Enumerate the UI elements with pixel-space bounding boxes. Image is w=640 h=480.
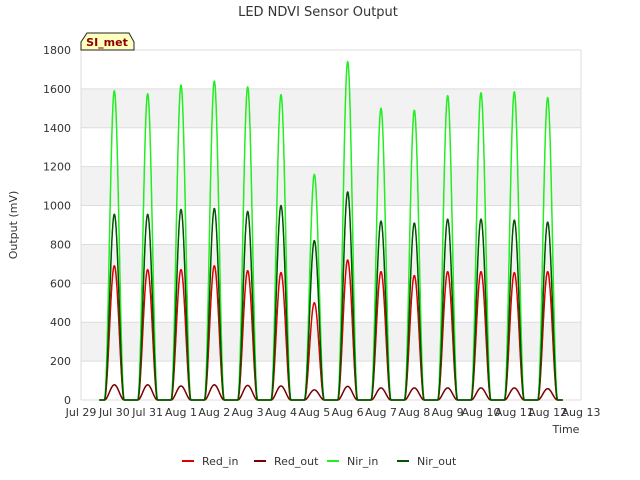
series-line-nir-out: [98, 191, 564, 401]
y-tick-label: 1600: [43, 83, 71, 96]
y-tick-label: 200: [50, 355, 71, 368]
legend-label: Nir_in: [347, 455, 378, 468]
y-tick-label: 400: [50, 316, 71, 329]
legend-label: Red_in: [202, 455, 238, 468]
x-tick-label: Aug 9: [432, 406, 464, 419]
y-tick-label: 0: [64, 394, 71, 407]
plot-band: [81, 166, 581, 206]
plot-band: [81, 244, 581, 284]
chart-title: LED NDVI Sensor Output: [238, 5, 398, 20]
x-tick-label: Aug 3: [232, 406, 264, 419]
x-tick-label: Jul 29: [65, 406, 97, 419]
plot-band: [81, 88, 581, 128]
legend-label: Nir_out: [417, 455, 457, 468]
x-tick-labels: Jul 29 Jul 30 Jul 31 Aug 1 Aug 2 Aug 3 Aug 4 Au…: [65, 406, 601, 419]
x-tick-label: Aug 1: [165, 406, 197, 419]
y-axis-label: Output (mV): [7, 191, 20, 260]
x-tick-label: Aug 7: [365, 406, 397, 419]
si-met-badge: SI_met: [80, 32, 135, 51]
y-tick-label: 600: [50, 277, 71, 290]
y-tick-label: 800: [50, 238, 71, 251]
x-axis-label: Time: [552, 423, 580, 436]
badge-shape: [80, 32, 135, 51]
x-tick-label: Aug 4: [265, 406, 297, 419]
y-tick-label: 1400: [43, 122, 71, 135]
x-tick-label: Aug 6: [332, 406, 364, 419]
x-tick-label: Jul 30: [98, 406, 130, 419]
x-tick-label: Aug 13: [562, 406, 601, 419]
y-tick-label: 1800: [43, 44, 71, 57]
x-tick-label: Aug 5: [298, 406, 330, 419]
plot-area: [81, 50, 581, 400]
x-tick-label: Jul 31: [131, 406, 163, 419]
grid-lines: [80, 49, 582, 401]
y-tick-label: 1200: [43, 161, 71, 174]
series-lines: [98, 60, 564, 401]
legend: Red_in Red_out Nir_in Nir_out: [182, 455, 457, 468]
x-tick-label: Aug 12: [528, 406, 567, 419]
x-tick-label: Aug 8: [398, 406, 430, 419]
x-tick-label: Aug 11: [495, 406, 534, 419]
x-tick-label: Aug 2: [198, 406, 230, 419]
x-tick-label: Aug 10: [462, 406, 501, 419]
badge-label: SI_met: [86, 36, 128, 49]
y-tick-labels: 0 200 400 600 800 1000 1200 1400 1600 1800: [43, 44, 71, 407]
plot-band: [81, 322, 581, 362]
legend-label: Red_out: [274, 455, 319, 468]
y-tick-label: 1000: [43, 200, 71, 213]
